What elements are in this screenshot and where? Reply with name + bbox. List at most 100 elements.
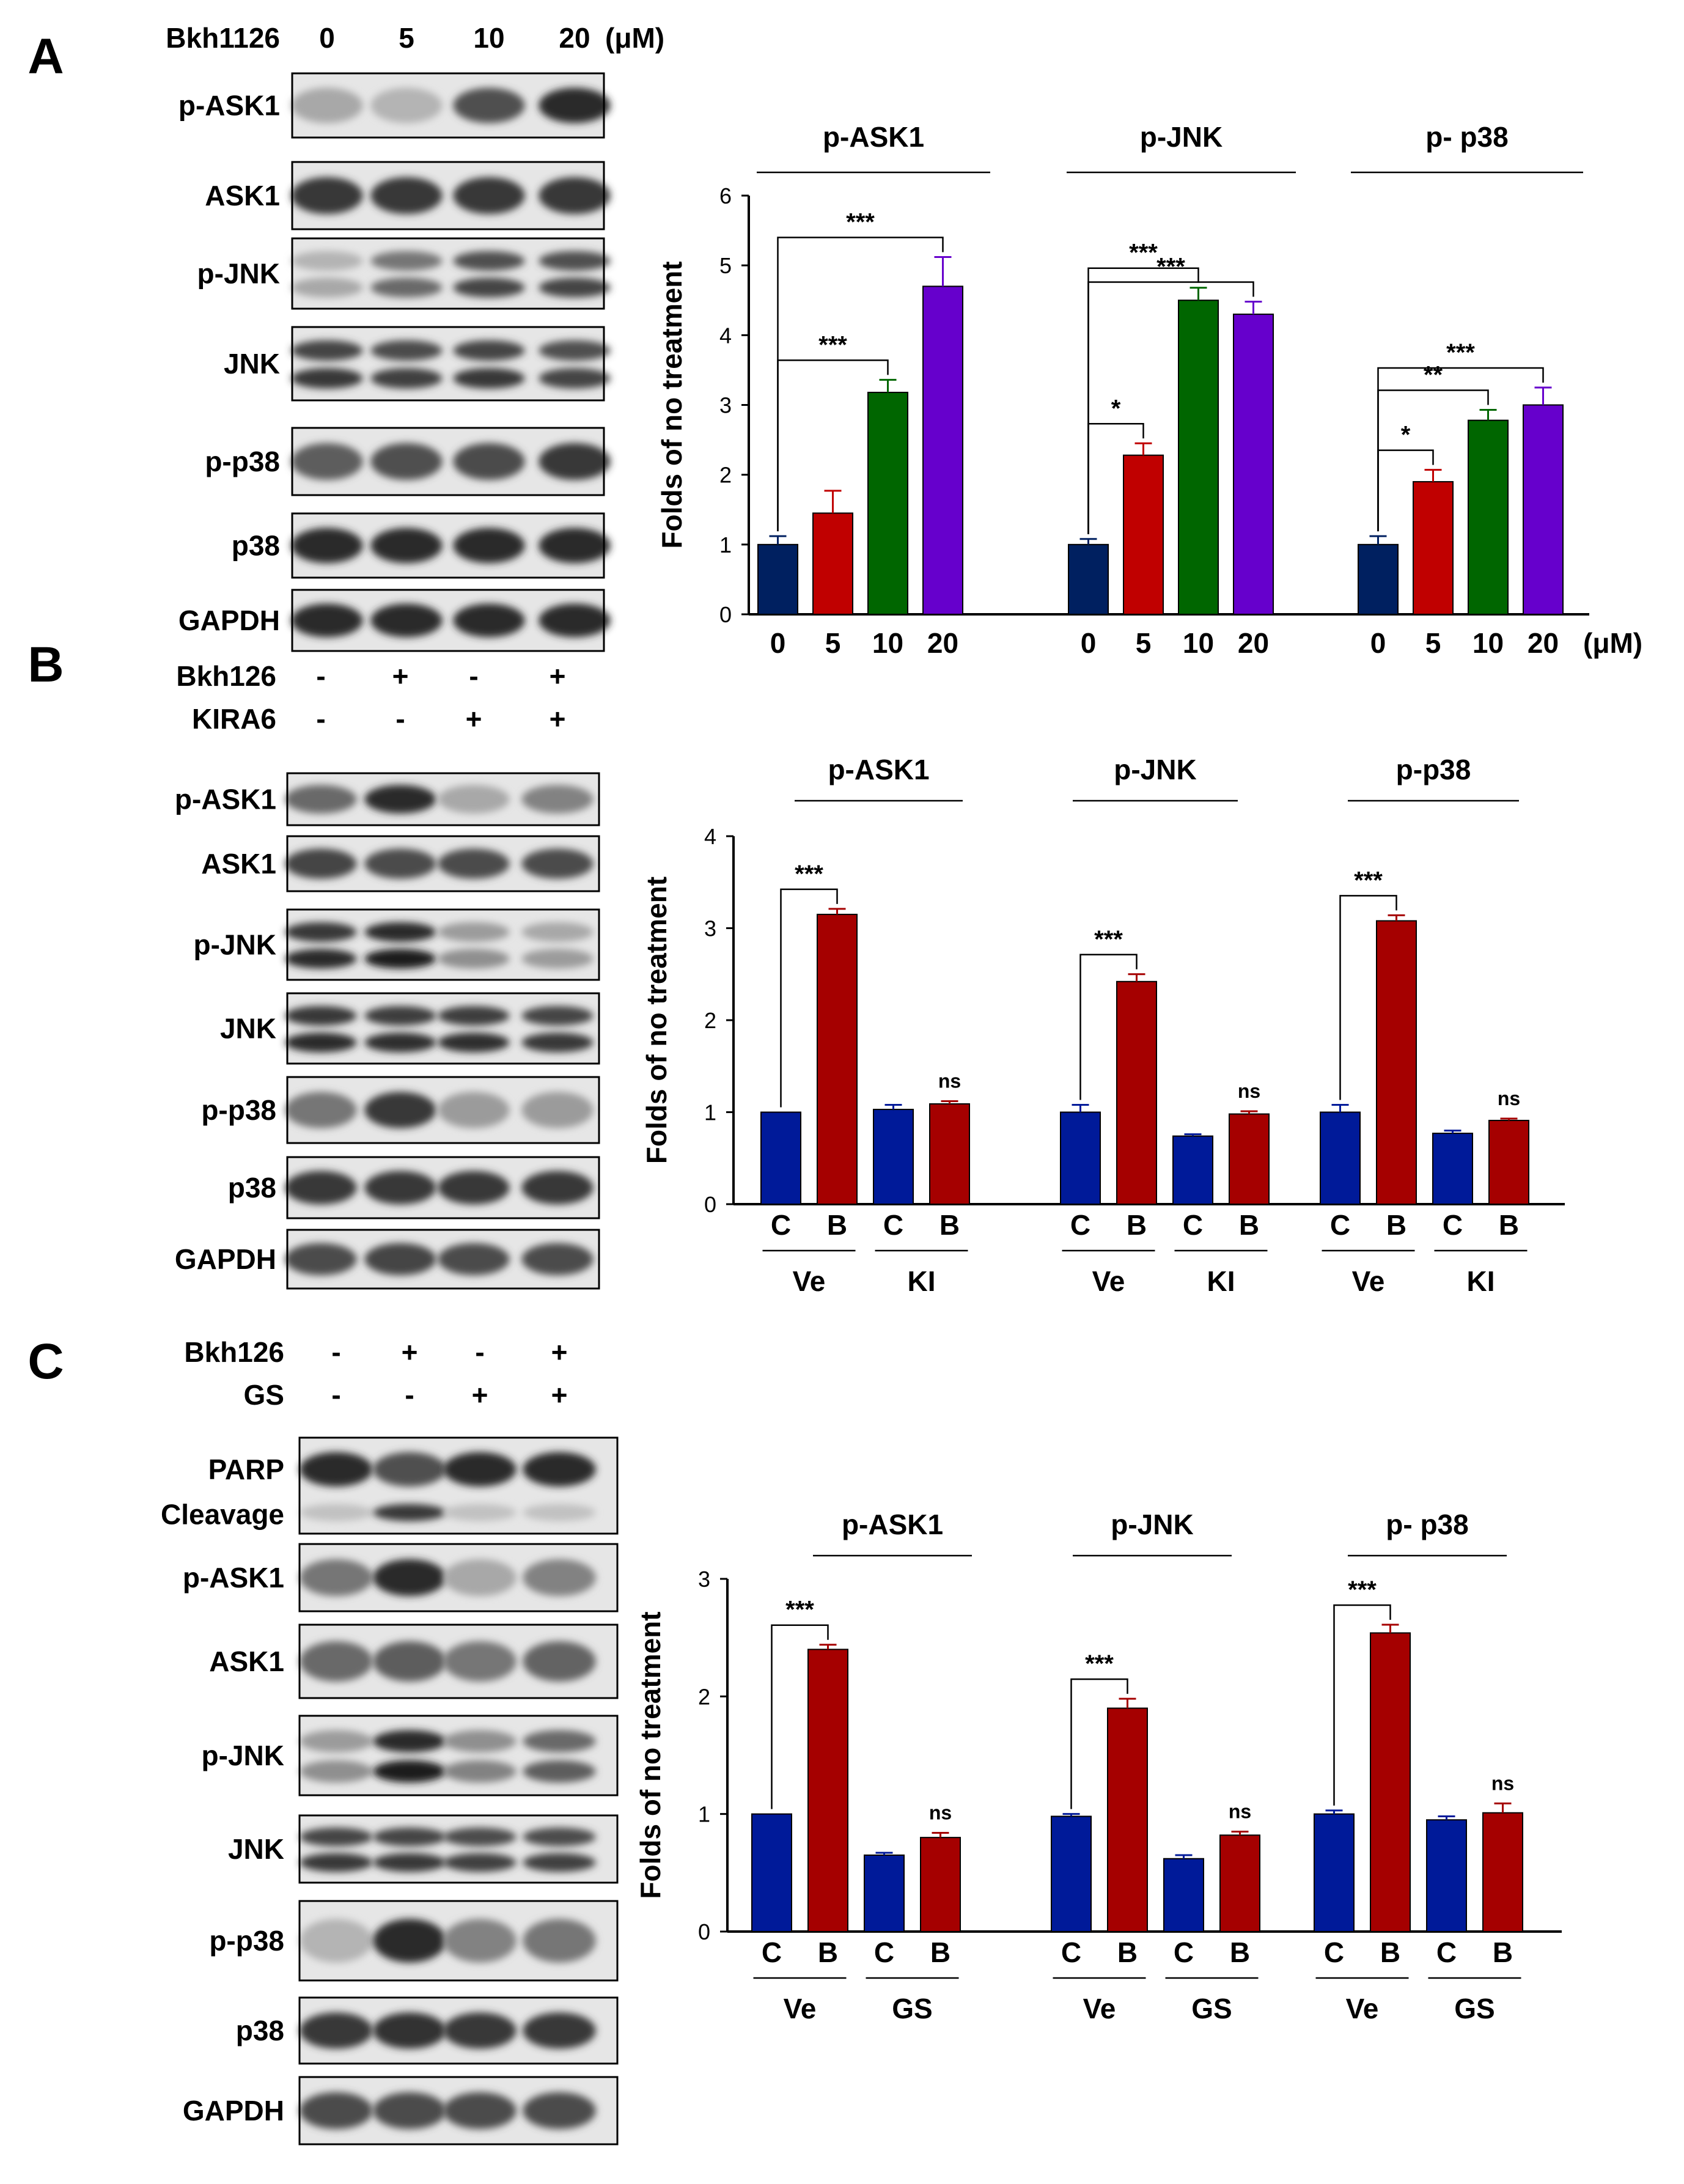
panel-a: A Bkh1126 0 5 10 20 (μM) p-ASK1 ASK1 p-JNK JNK p-p3…	[28, 22, 664, 652]
panel-letter: A	[28, 29, 64, 84]
bar-group: p-ASK1 0 5 10 20 *** ***	[757, 121, 990, 659]
chart-a: 0 1 2 3 4 5 6 Folds of no treatment p-ASK1 0 5 10 20…	[656, 121, 1642, 659]
blot-band	[370, 368, 443, 389]
blot-band	[291, 177, 363, 215]
y-tick-label: 2	[698, 1684, 710, 1709]
ns-label: ns	[929, 1801, 952, 1823]
blot-band	[291, 340, 363, 361]
x-tick-label: C	[1174, 1936, 1194, 1968]
blot-strip	[285, 1229, 600, 1290]
blot-row-label: p-JNK	[197, 258, 280, 290]
blot-band	[300, 1919, 373, 1963]
bar	[1358, 543, 1399, 615]
x-tick-label: B	[818, 1936, 838, 1968]
blot-band	[438, 922, 510, 942]
bar	[1051, 1815, 1092, 1933]
significance-bracket	[771, 1624, 829, 1809]
treatment-value: 10	[473, 22, 504, 54]
blot-strip	[285, 1076, 600, 1144]
subgroup-label: KI	[908, 1265, 936, 1297]
x-tick-label: C	[762, 1936, 782, 1968]
x-tick-label: C	[1061, 1936, 1081, 1968]
y-tick-label: 1	[719, 532, 732, 557]
blot-band	[443, 1919, 517, 1963]
blot-band	[521, 1243, 594, 1276]
x-tick-label: B	[930, 1936, 950, 1968]
ns-label: ns	[938, 1070, 961, 1092]
treatment-value: +	[550, 660, 566, 692]
treatment-value: +	[551, 1336, 568, 1368]
treatment-value: -	[395, 703, 405, 735]
blot-band	[453, 177, 525, 215]
blot-row-label: p38	[232, 530, 280, 562]
y-axis-label: Folds of no treatment	[634, 1611, 666, 1899]
significance-bracket	[1070, 1678, 1128, 1809]
blot-strip	[298, 1900, 619, 1982]
y-tick-label: 1	[704, 1100, 716, 1125]
blot-border	[286, 992, 600, 1065]
blot-band	[443, 1452, 517, 1487]
blot-band	[521, 922, 594, 942]
y-tick-label: 0	[698, 1919, 710, 1944]
bar	[1426, 1819, 1467, 1933]
bar	[1488, 1120, 1529, 1205]
blot-border	[291, 589, 605, 652]
blot-band	[370, 443, 443, 480]
blot-band	[285, 922, 357, 942]
blot-band	[300, 1641, 373, 1682]
significance-label: ***	[1085, 1650, 1114, 1677]
y-tick-label: 5	[719, 253, 732, 278]
blot-row-label: JNK	[228, 1833, 284, 1865]
x-tick-label: B	[1239, 1209, 1259, 1241]
blot-band	[539, 603, 611, 638]
treatment-value: -	[469, 660, 478, 692]
bar	[1413, 481, 1454, 615]
blot-band	[370, 528, 443, 564]
blot-band	[285, 848, 357, 879]
blot-band	[291, 278, 363, 298]
bar	[1468, 419, 1509, 615]
blot-strip	[298, 1814, 619, 1884]
blot-band	[443, 1559, 517, 1597]
x-tick-label: C	[874, 1936, 894, 1968]
blot-border	[298, 2076, 619, 2145]
bar	[1060, 1111, 1101, 1205]
x-tick-label: 0	[1370, 627, 1386, 659]
blot-border	[298, 1623, 619, 1699]
bar	[929, 1103, 970, 1205]
blot-strip	[298, 1543, 619, 1612]
blot-band	[523, 1760, 596, 1783]
blot-band	[443, 1730, 517, 1752]
blot-row-label: p-ASK1	[175, 784, 276, 815]
blot-band	[370, 177, 443, 215]
y-tick-label: 3	[719, 393, 732, 418]
blot-band	[285, 785, 357, 814]
significance-label: *	[1111, 395, 1121, 422]
blot-band	[438, 1006, 510, 1026]
x-tick-label: 20	[927, 627, 958, 659]
subgroup-label: GS	[1454, 1993, 1495, 2024]
x-tick-label: C	[1183, 1209, 1203, 1241]
blot-band	[443, 1504, 517, 1521]
blot-border	[286, 1229, 600, 1290]
treatment-label: Bkh1126	[166, 22, 280, 54]
blot-band	[364, 949, 436, 969]
blot-strip	[298, 1996, 619, 2065]
blot-row-label: p38	[228, 1172, 276, 1204]
blot-band	[523, 1730, 596, 1752]
ns-label: ns	[1491, 1772, 1514, 1794]
significance-label: ***	[1129, 240, 1158, 267]
treatment-value: -	[405, 1379, 414, 1411]
group-title: p-JNK	[1140, 121, 1223, 153]
blot-band	[373, 1760, 446, 1783]
blot-border	[286, 908, 600, 981]
significance-label: ***	[846, 208, 875, 235]
bar-group: p-JNK C B C B *** ns Ve KI	[1060, 754, 1270, 1297]
blot-band	[539, 278, 611, 298]
blot-strip	[298, 1715, 619, 1796]
bar	[807, 1649, 848, 1932]
blot-band	[364, 1243, 436, 1276]
blot-strip	[291, 589, 611, 652]
blot-band	[443, 1760, 517, 1783]
